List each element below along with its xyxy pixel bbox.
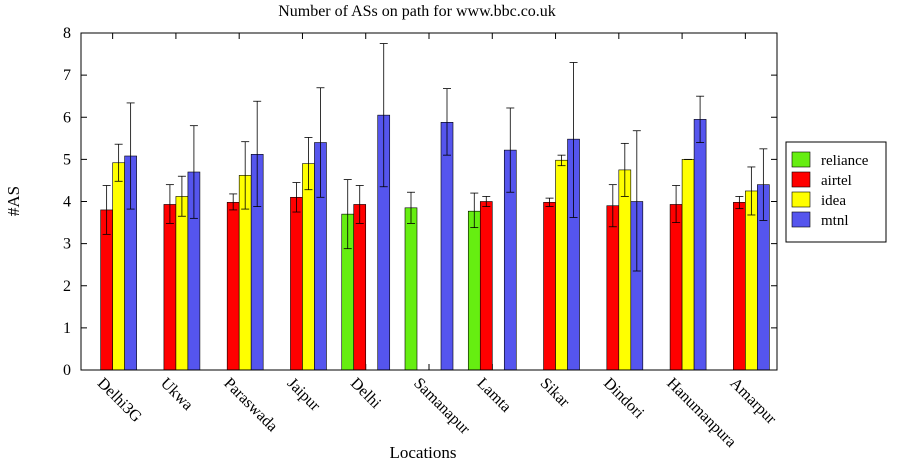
x-tick-label: Amarpur — [727, 375, 780, 428]
x-tick-label: Samanapur — [410, 375, 473, 438]
y-tick-label: 4 — [63, 194, 71, 211]
bar-airtel-lamta — [479, 201, 493, 371]
legend-swatch-reliance — [791, 151, 811, 168]
x-tick-label: Jaipur — [284, 375, 324, 415]
y-tick-label: 3 — [63, 236, 71, 253]
chart-title: Number of ASs on path for www.bbc.co.uk — [278, 3, 556, 20]
bar-airtel-delhi — [353, 204, 367, 371]
bar-idea-sikar — [555, 159, 568, 371]
legend-label-idea: idea — [821, 193, 846, 209]
bar-mtnl-samanapur — [440, 122, 454, 371]
bar-mtnl-hanumanpura — [693, 119, 707, 371]
bar-airtel-hanumanpura — [669, 204, 683, 371]
legend-label-mtnl: mtnl — [821, 213, 849, 229]
bar-airtel-jaipur — [290, 196, 303, 371]
y-tick-label: 1 — [63, 320, 71, 337]
x-tick-label: Delhi3G — [94, 375, 145, 426]
legend: reliance airtel idea mtnl — [785, 141, 887, 243]
x-tick-label: Ukwa — [157, 375, 196, 414]
bar-idea-dindori — [618, 169, 632, 371]
y-axis-label: #AS — [4, 186, 23, 216]
x-tick-label: Delhi — [347, 375, 385, 413]
x-tick-label: Sikar — [537, 375, 573, 411]
bar-reliance-samanapur — [404, 207, 418, 371]
bar-airtel-amarpur — [733, 202, 746, 371]
legend-label-reliance: reliance — [821, 153, 869, 169]
y-tick-label: 6 — [63, 109, 71, 126]
y-tick-label: 0 — [63, 362, 71, 379]
bar-idea-jaipur — [302, 163, 315, 371]
plot-frame — [80, 32, 778, 371]
bar-airtel-ukwa — [163, 204, 177, 371]
bar-airtel-paraswada — [226, 202, 240, 371]
y-tick-label: 7 — [63, 67, 71, 84]
legend-swatch-airtel — [791, 171, 811, 188]
bar-airtel-sikar — [543, 202, 556, 371]
x-tick-label: Lamta — [473, 375, 514, 416]
bar-idea-hanumanpura — [681, 159, 695, 371]
x-axis-label: Locations — [389, 443, 456, 462]
bar-reliance-lamta — [467, 210, 481, 371]
y-tick-label: 2 — [63, 278, 71, 295]
x-tick-label: Dindori — [600, 375, 648, 423]
y-tick-label: 5 — [63, 151, 71, 168]
bar-idea-delhi3g — [112, 162, 125, 371]
legend-swatch-mtnl — [791, 211, 811, 228]
legend-label-airtel: airtel — [821, 173, 852, 189]
bar-idea-ukwa — [175, 196, 189, 371]
y-tick-label: 8 — [63, 25, 71, 42]
legend-swatch-idea — [791, 191, 811, 208]
bar-airtel-dindori — [606, 205, 620, 371]
x-tick-label: Paraswada — [220, 375, 280, 435]
bar-idea-amarpur — [745, 190, 758, 371]
